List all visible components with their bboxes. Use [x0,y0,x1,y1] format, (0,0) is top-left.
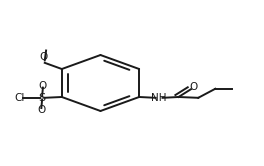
Text: S: S [39,93,46,103]
Text: O: O [189,82,197,92]
Text: Cl: Cl [15,93,25,103]
Text: O: O [39,81,47,91]
Text: O: O [37,105,45,115]
Text: NH: NH [151,93,167,103]
Text: O: O [39,51,48,62]
